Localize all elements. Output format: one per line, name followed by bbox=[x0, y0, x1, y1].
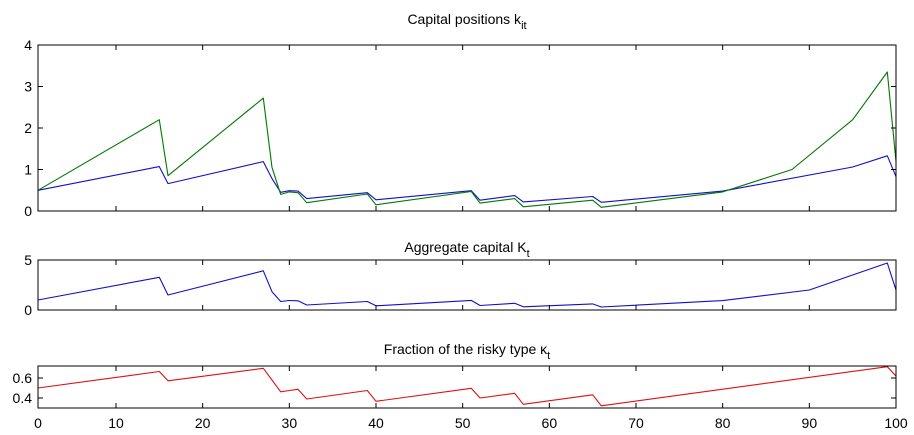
chart-title-text: Capital positions k bbox=[407, 11, 522, 27]
x-tick-label: 10 bbox=[108, 415, 124, 430]
x-tick-label: 80 bbox=[715, 415, 731, 430]
series-line-2 bbox=[37, 71, 897, 208]
x-tick-label: 50 bbox=[455, 415, 471, 430]
plot-frame bbox=[37, 259, 897, 311]
y-tick-label: 1 bbox=[24, 162, 32, 178]
x-tick-label: 100 bbox=[884, 415, 908, 430]
x-tick-label: 90 bbox=[802, 415, 818, 430]
chart-title-subscript: it bbox=[521, 20, 527, 32]
y-tick-label: 0.4 bbox=[13, 390, 33, 406]
chart-title: Fraction of the risky type κt bbox=[384, 341, 550, 362]
y-tick-label: 4 bbox=[24, 37, 32, 53]
series-line-1 bbox=[37, 262, 897, 308]
x-tick-label: 70 bbox=[628, 415, 644, 430]
x-tick-label: 30 bbox=[282, 415, 298, 430]
chart-panel-2: Aggregate capital Kt 0 5 bbox=[24, 239, 897, 318]
plot-frame bbox=[37, 44, 897, 212]
x-tick-label: 0 bbox=[34, 415, 42, 430]
x-tick-label: 40 bbox=[368, 415, 384, 430]
chart-title: Aggregate capital Kt bbox=[404, 239, 529, 260]
y-tick-label: 3 bbox=[24, 79, 32, 95]
y-tick-label: 5 bbox=[24, 252, 32, 268]
chart-title-text: Fraction of the risky type κ bbox=[384, 341, 548, 357]
chart-title-subscript: t bbox=[547, 350, 550, 362]
y-tick-label: 0.6 bbox=[13, 370, 33, 386]
chart-panel-3: Fraction of the risky type κt 0 10 20 30 40 50… bbox=[13, 341, 908, 431]
x-tick-label: 20 bbox=[195, 415, 211, 430]
chart-title-subscript: t bbox=[527, 248, 530, 260]
chart-title: Capital positions kit bbox=[407, 11, 526, 32]
series-line-1 bbox=[37, 155, 897, 203]
y-tick-label: 0 bbox=[24, 302, 32, 318]
plot-frame bbox=[37, 365, 897, 409]
chart-title-text: Aggregate capital K bbox=[404, 239, 527, 255]
chart-panel-1: Capital positions kit 0 1 2 3 4 bbox=[24, 11, 897, 219]
y-tick-label: 0 bbox=[24, 203, 32, 219]
x-tick-label: 60 bbox=[542, 415, 558, 430]
series-line-1 bbox=[37, 366, 897, 407]
y-tick-label: 2 bbox=[24, 120, 32, 136]
